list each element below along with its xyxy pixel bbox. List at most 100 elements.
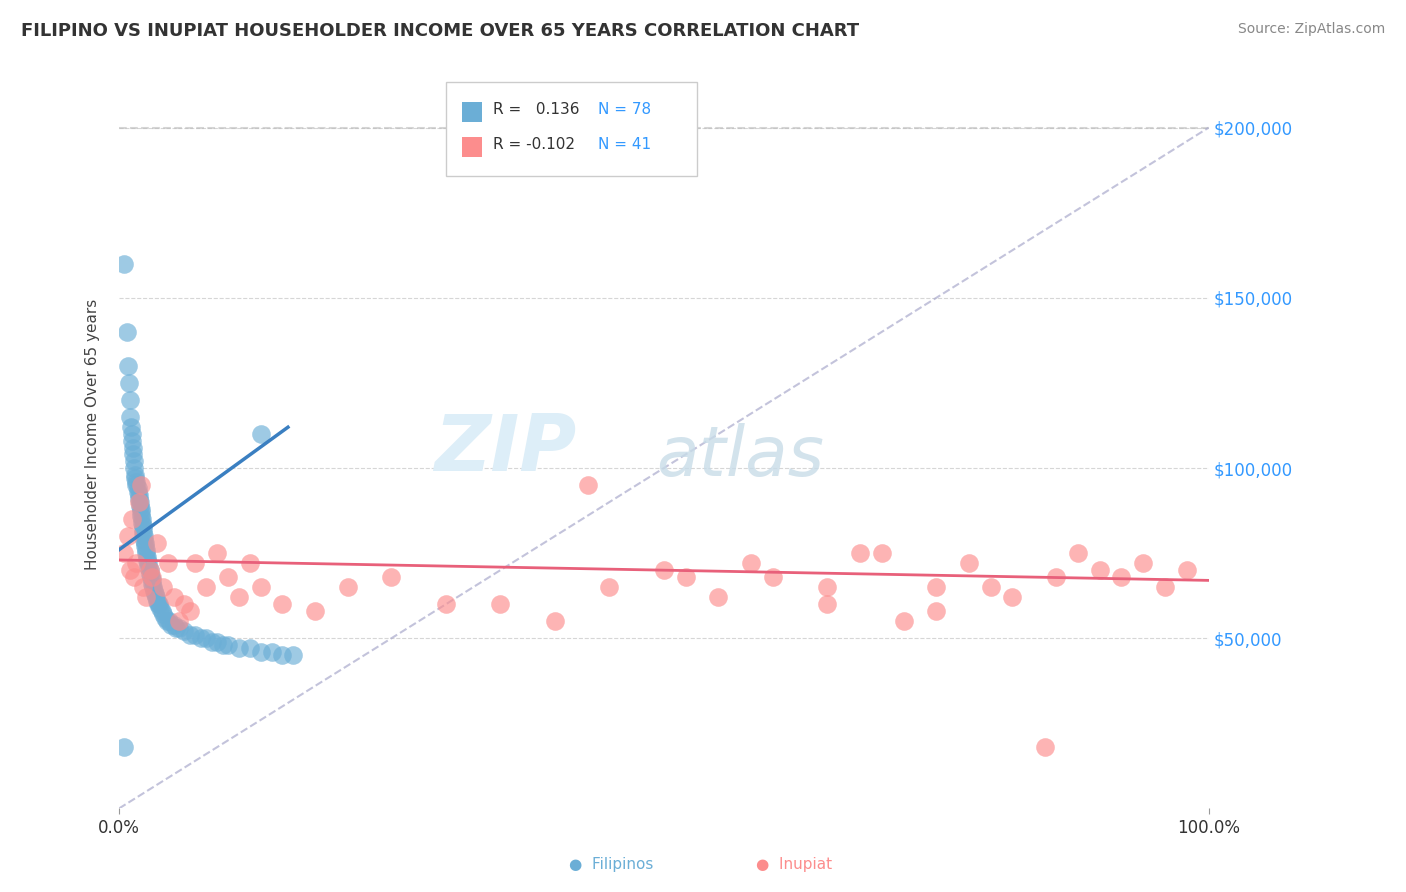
Point [815, 580, 838, 594]
Point [124, 461, 146, 475]
Text: FILIPINO VS INUPIAT HOUSEHOLDER INCOME OVER 65 YEARS CORRELATION CHART: FILIPINO VS INUPIAT HOUSEHOLDER INCOME O… [21, 22, 859, 40]
FancyBboxPatch shape [446, 82, 696, 176]
Point [925, 580, 948, 594]
Point [152, 607, 174, 622]
Point [304, 604, 326, 618]
Point [239, 641, 262, 656]
Point [127, 482, 149, 496]
Point [249, 645, 271, 659]
Point [165, 621, 187, 635]
Point [1067, 546, 1090, 560]
Point [124, 454, 146, 468]
Point [260, 645, 283, 659]
Point [120, 420, 142, 434]
Point [132, 580, 155, 594]
Point [167, 614, 190, 628]
Point [160, 617, 183, 632]
Point [957, 557, 980, 571]
Point [141, 574, 163, 588]
Point [201, 634, 224, 648]
Point [1154, 580, 1177, 594]
Point [652, 563, 675, 577]
Point [1088, 563, 1111, 577]
Point [434, 597, 457, 611]
Point [190, 632, 212, 646]
Point [179, 628, 201, 642]
Point [217, 570, 239, 584]
Point [132, 519, 155, 533]
Point [205, 546, 228, 560]
Point [576, 478, 599, 492]
Point [146, 536, 169, 550]
Text: R = -0.102: R = -0.102 [492, 137, 575, 153]
Point [125, 475, 148, 489]
Point [675, 570, 697, 584]
Point [380, 570, 402, 584]
Point [1132, 557, 1154, 571]
Point [131, 516, 153, 530]
Point [153, 611, 176, 625]
Point [132, 533, 155, 547]
Point [135, 542, 157, 557]
Point [228, 591, 250, 605]
Text: ●  Filipinos: ● Filipinos [569, 857, 654, 872]
Point [122, 441, 145, 455]
Point [128, 491, 150, 506]
Point [138, 557, 160, 571]
Point [184, 557, 207, 571]
Point [125, 478, 148, 492]
Point [217, 638, 239, 652]
Point [118, 392, 141, 407]
Point [489, 597, 512, 611]
Point [114, 546, 136, 560]
Point [128, 495, 150, 509]
Point [544, 614, 567, 628]
Point [142, 580, 165, 594]
Point [925, 604, 948, 618]
Point [157, 614, 180, 628]
Point [118, 563, 141, 577]
Text: N = 78: N = 78 [599, 103, 651, 117]
Point [128, 488, 150, 502]
Point [118, 376, 141, 390]
Point [762, 570, 785, 584]
Point [1111, 570, 1133, 584]
Text: atlas: atlas [657, 423, 824, 490]
Point [336, 580, 359, 594]
Point [184, 628, 207, 642]
FancyBboxPatch shape [463, 102, 482, 121]
Point [283, 648, 305, 663]
Point [138, 559, 160, 574]
Point [128, 499, 150, 513]
Point [150, 604, 173, 618]
Point [128, 495, 150, 509]
Y-axis label: Householder Income Over 65 years: Householder Income Over 65 years [86, 299, 100, 570]
Point [132, 529, 155, 543]
Point [129, 505, 152, 519]
Text: ZIP: ZIP [434, 411, 576, 487]
Point [122, 447, 145, 461]
Point [117, 529, 139, 543]
Point [114, 257, 136, 271]
Point [1001, 591, 1024, 605]
Point [228, 641, 250, 656]
Point [145, 591, 167, 605]
Point [271, 648, 294, 663]
Point [707, 591, 730, 605]
Point [132, 522, 155, 536]
Text: ●  Inupiat: ● Inupiat [756, 857, 832, 872]
Point [1045, 570, 1067, 584]
Point [117, 359, 139, 373]
Point [173, 624, 195, 639]
Point [138, 563, 160, 577]
Point [815, 597, 838, 611]
Point [156, 614, 179, 628]
Point [152, 580, 174, 594]
Point [157, 557, 180, 571]
Point [870, 546, 893, 560]
Point [136, 553, 159, 567]
Point [135, 546, 157, 560]
Text: Source: ZipAtlas.com: Source: ZipAtlas.com [1237, 22, 1385, 37]
Point [149, 600, 172, 615]
Point [195, 580, 218, 594]
